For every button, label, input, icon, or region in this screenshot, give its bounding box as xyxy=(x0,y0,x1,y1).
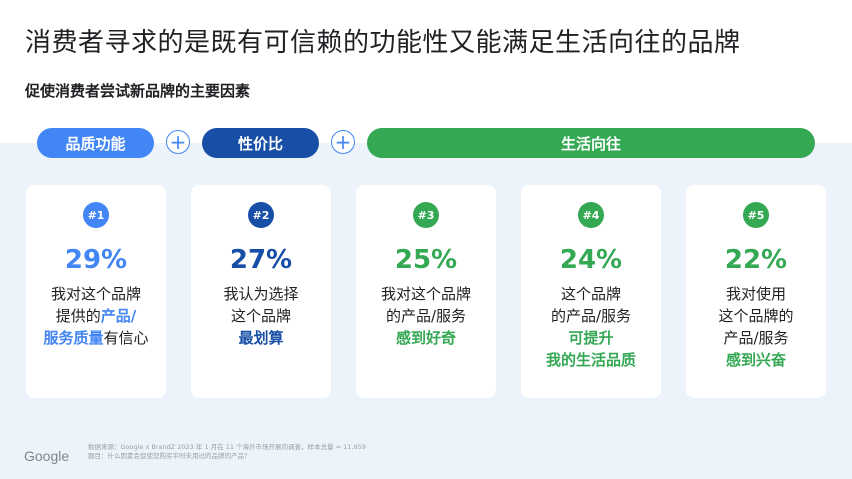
desc-highlight: 我的生活品质 xyxy=(521,349,661,371)
source-note: 数据来源：Google x BrandZ 2023 年 1 月在 11 个海外市… xyxy=(88,443,366,461)
category-quality-pill: 品质功能 xyxy=(37,128,154,158)
factor-description: 这个品牌 的产品/服务 可提升 我的生活品质 xyxy=(521,283,661,371)
percent-value: 27% xyxy=(191,245,331,275)
rank-badge: #5 xyxy=(743,202,769,228)
percent-value: 22% xyxy=(686,245,826,275)
factor-description: 我认为选择 这个品牌 最划算 xyxy=(191,283,331,349)
factor-description: 我对使用 这个品牌的 产品/服务 感到兴奋 xyxy=(686,283,826,371)
factor-card-2: #2 27% 我认为选择 这个品牌 最划算 xyxy=(191,185,331,398)
category-value-pill: 性价比 xyxy=(202,128,319,158)
rank-badge: #3 xyxy=(413,202,439,228)
desc-highlight: 感到兴奋 xyxy=(686,349,826,371)
desc-line: 这个品牌 xyxy=(191,305,331,327)
factor-description: 我对这个品牌 的产品/服务 感到好奇 xyxy=(356,283,496,349)
desc-line: 我对这个品牌 xyxy=(356,283,496,305)
plus-icon: + xyxy=(166,130,190,154)
desc-highlight: 服务质量 xyxy=(43,329,103,347)
desc-highlight: 最划算 xyxy=(191,327,331,349)
page-title: 消费者寻求的是既有可信赖的功能性又能满足生活向往的品牌 xyxy=(25,22,741,59)
rank-badge: #2 xyxy=(248,202,274,228)
desc-highlight: 感到好奇 xyxy=(356,327,496,349)
factor-card-1: #1 29% 我对这个品牌 提供的产品/ 服务质量有信心 xyxy=(26,185,166,398)
desc-line: 产品/服务 xyxy=(686,327,826,349)
rank-badge: #1 xyxy=(83,202,109,228)
desc-line: 的产品/服务 xyxy=(521,305,661,327)
factor-card-3: #3 25% 我对这个品牌 的产品/服务 感到好奇 xyxy=(356,185,496,398)
desc-highlight: 可提升 xyxy=(521,327,661,349)
percent-value: 24% xyxy=(521,245,661,275)
desc-line: 的产品/服务 xyxy=(356,305,496,327)
desc-line: 我认为选择 xyxy=(191,283,331,305)
desc-line: 提供的 xyxy=(56,307,101,325)
factor-description: 我对这个品牌 提供的产品/ 服务质量有信心 xyxy=(26,283,166,349)
factor-card-5: #5 22% 我对使用 这个品牌的 产品/服务 感到兴奋 xyxy=(686,185,826,398)
google-logo: Google xyxy=(24,448,69,464)
desc-highlight: 产品/ xyxy=(101,307,136,325)
desc-line: 这个品牌 xyxy=(521,283,661,305)
category-aspiration-pill: 生活向往 xyxy=(367,128,815,158)
source-line: 数据来源：Google x BrandZ 2023 年 1 月在 11 个海外市… xyxy=(88,443,366,452)
desc-line: 我对使用 xyxy=(686,283,826,305)
percent-value: 29% xyxy=(26,245,166,275)
plus-icon: + xyxy=(331,130,355,154)
desc-line: 有信心 xyxy=(104,329,149,347)
rank-badge: #4 xyxy=(578,202,604,228)
percent-value: 25% xyxy=(356,245,496,275)
desc-line: 我对这个品牌 xyxy=(26,283,166,305)
desc-line: 这个品牌的 xyxy=(686,305,826,327)
source-line: 题目：什么因素会促使您购买平时未用过的品牌的产品？ xyxy=(88,452,366,461)
page-subtitle: 促使消费者尝试新品牌的主要因素 xyxy=(25,80,250,101)
factor-card-4: #4 24% 这个品牌 的产品/服务 可提升 我的生活品质 xyxy=(521,185,661,398)
